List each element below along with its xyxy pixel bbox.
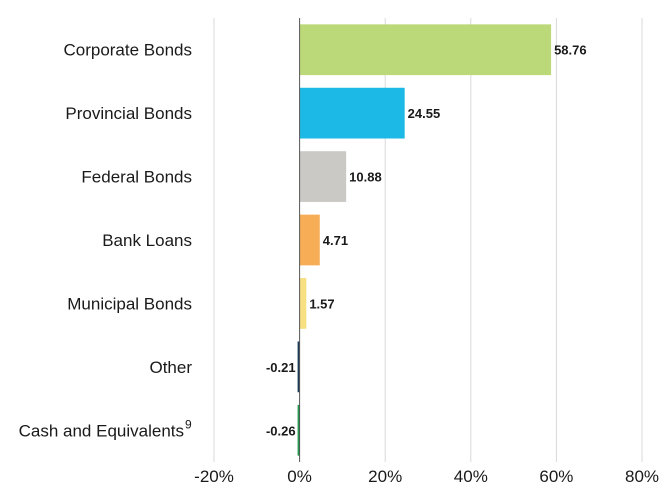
bar [297, 341, 300, 393]
bar [297, 404, 300, 456]
x-tick-labels: -20% 0% 20% 40% 60% 80% [194, 467, 659, 486]
category-label: Provincial Bonds [65, 104, 192, 123]
value-label: 1.57 [309, 296, 334, 311]
value-labels: 58.76 24.55 10.88 4.71 1.57 -0.21 -0.26 [266, 43, 587, 439]
category-label: Cash and Equivalents [19, 421, 184, 440]
bar [299, 151, 347, 202]
x-tick-label: 60% [539, 467, 573, 486]
category-label: Municipal Bonds [67, 294, 192, 313]
value-label: -0.26 [266, 423, 296, 438]
value-label: 24.55 [408, 106, 441, 121]
category-label: Corporate Bonds [63, 41, 192, 60]
bars [297, 24, 552, 456]
bar [299, 87, 405, 139]
x-tick-label: 20% [368, 467, 402, 486]
bar [299, 278, 307, 329]
value-label: 10.88 [349, 170, 382, 185]
x-tick-label: 0% [287, 467, 312, 486]
x-tick-label: 80% [625, 467, 659, 486]
value-label: 4.71 [323, 233, 348, 248]
value-label: -0.21 [266, 360, 296, 375]
category-label: Bank Loans [102, 231, 192, 250]
x-tick-label: -20% [194, 467, 234, 486]
value-label: 58.76 [554, 43, 587, 58]
category-superscript: 9 [185, 417, 192, 431]
gridlines [213, 18, 643, 462]
x-tick-label: 40% [454, 467, 488, 486]
category-labels: Corporate Bonds Provincial Bonds Federal B… [19, 41, 193, 441]
category-label: Other [149, 358, 192, 377]
category-label: Federal Bonds [81, 168, 192, 187]
bar [299, 24, 552, 76]
bar [299, 214, 320, 266]
